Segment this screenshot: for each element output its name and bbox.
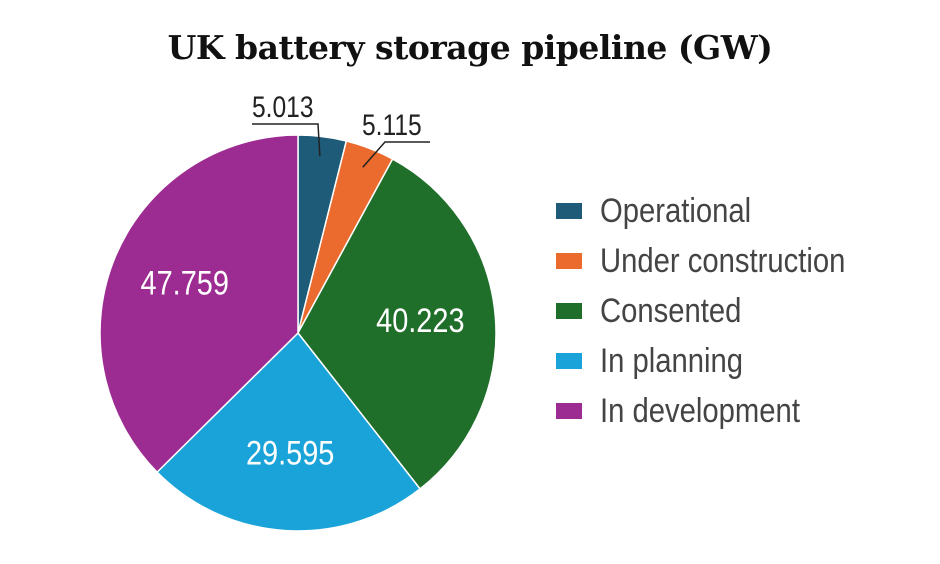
legend-item-under-construction: Under construction	[556, 236, 885, 286]
legend-label-in-development: In development	[600, 391, 800, 430]
leader-line-under-construction	[362, 141, 430, 168]
leader-line-operational	[252, 123, 321, 157]
legend-label-in-planning: In planning	[600, 341, 744, 380]
legend-item-in-planning: In planning	[556, 336, 885, 386]
data-label-in-planning: 29.595	[246, 433, 334, 472]
legend: Operational Under construction Consented In…	[556, 186, 885, 436]
legend-swatch-operational	[556, 203, 582, 219]
legend-swatch-under-construction	[556, 253, 582, 269]
data-label-under-construction: 5.115	[362, 108, 422, 142]
legend-swatch-in-planning	[556, 353, 582, 369]
legend-item-in-development: In development	[556, 386, 885, 436]
legend-label-operational: Operational	[600, 191, 752, 230]
legend-label-under-construction: Under construction	[600, 241, 846, 280]
pie-slice-in-planning	[156, 331, 422, 532]
legend-swatch-in-development	[556, 403, 582, 419]
legend-item-operational: Operational	[556, 186, 885, 236]
legend-label-consented: Consented	[600, 291, 742, 330]
callout-under-construction: 5.115	[362, 108, 430, 168]
pie-slice-consented	[297, 158, 497, 490]
data-label-operational: 5.013	[252, 90, 314, 124]
chart-title: UK battery storage pipeline (GW)	[167, 28, 773, 67]
data-label-consented: 40.223	[376, 301, 464, 340]
data-label-in-development: 47.759	[141, 263, 229, 302]
legend-item-consented: Consented	[556, 286, 885, 336]
callout-operational: 5.013	[252, 90, 321, 157]
pie-slice-in-development	[99, 134, 299, 474]
legend-swatch-consented	[556, 303, 582, 319]
